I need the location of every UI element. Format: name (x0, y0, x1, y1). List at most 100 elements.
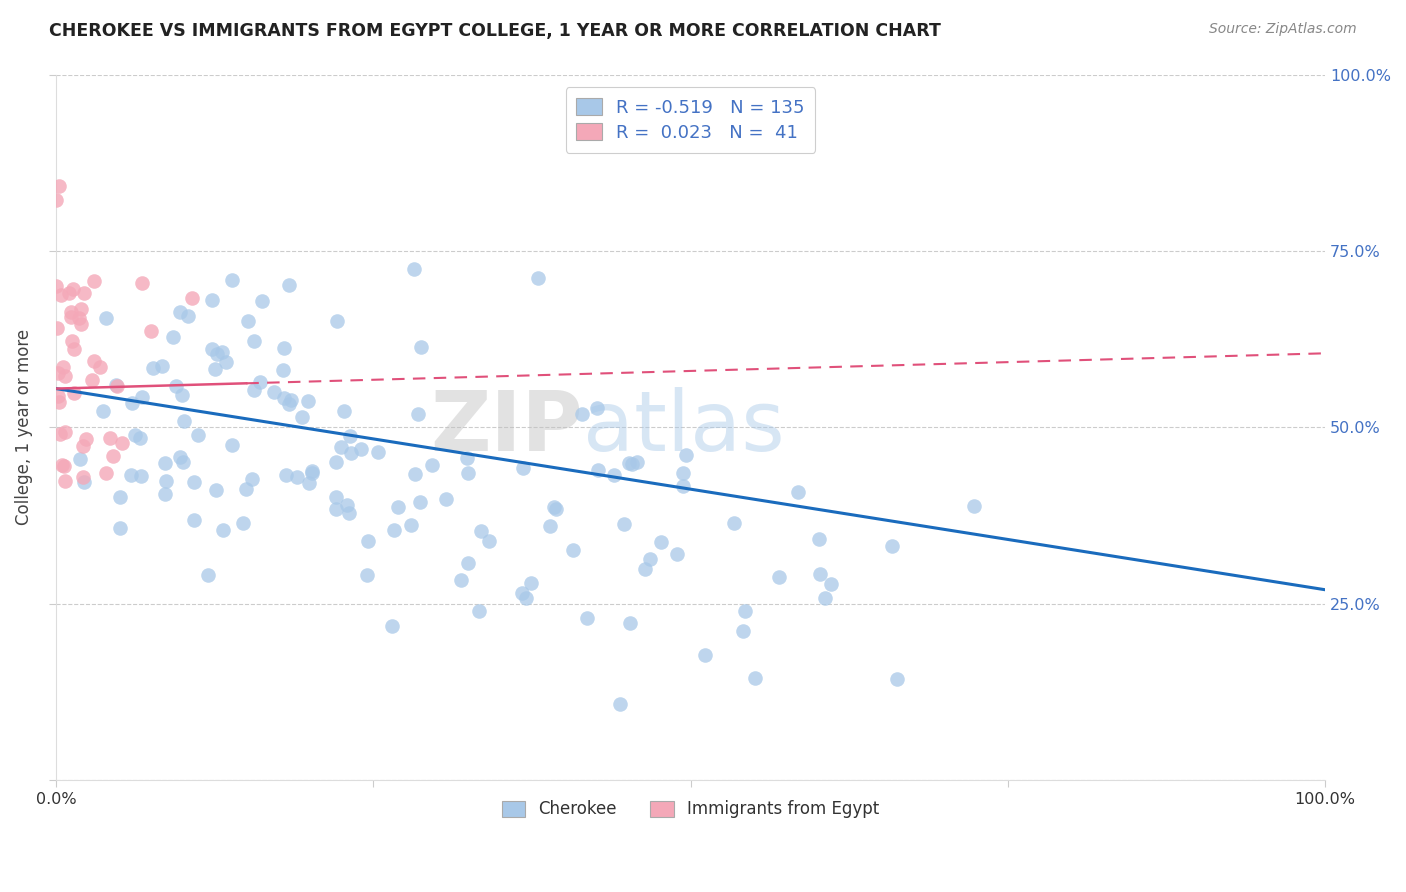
Point (382, 523, 405, 537)
Point (399, 517, 422, 532)
Point (181, 291, 204, 305)
Point (620, 458, 643, 472)
Point (544, 502, 567, 516)
Point (301, 464, 323, 478)
Point (53, 425, 76, 439)
Point (187, 428, 209, 442)
Point (129, 431, 152, 445)
Point (131, 276, 153, 290)
Y-axis label: College, 1 year or more: College, 1 year or more (15, 329, 32, 525)
Point (619, 615, 641, 630)
Point (169, 450, 191, 464)
Point (478, 534, 501, 549)
Point (603, 467, 626, 482)
Point (111, 436, 134, 450)
Point (80, 373, 103, 387)
Point (271, 363, 294, 377)
Point (672, 479, 695, 493)
Point (333, 403, 356, 417)
Point (104, 378, 127, 392)
Point (586, 463, 609, 477)
Point (457, 556, 479, 570)
Point (51, 458, 73, 472)
Point (60, 310, 83, 324)
Point (339, 429, 361, 443)
Point (273, 341, 295, 355)
Point (543, 500, 565, 515)
Point (75, 432, 97, 446)
Point (613, 516, 636, 531)
Point (221, 438, 243, 452)
Point (63, 342, 86, 356)
Point (723, 516, 745, 531)
Point (48, 179, 70, 194)
Point (170, 387, 193, 401)
Point (434, 491, 457, 506)
Point (285, 470, 308, 484)
Point (276, 467, 298, 482)
Point (381, 618, 404, 632)
Point (638, 552, 661, 566)
Point (470, 524, 492, 538)
Point (221, 273, 243, 287)
Point (340, 446, 363, 460)
Point (787, 485, 810, 500)
Point (183, 513, 205, 527)
Point (298, 476, 321, 491)
Point (330, 440, 353, 454)
Point (520, 575, 543, 590)
Point (205, 347, 228, 361)
Point (91, 403, 114, 417)
Point (153, 456, 176, 470)
Point (650, 535, 672, 549)
Text: Source: ZipAtlas.com: Source: ZipAtlas.com (1209, 22, 1357, 37)
Point (326, 314, 349, 328)
Point (197, 568, 219, 582)
Point (205, 483, 228, 497)
Text: ZIP: ZIP (430, 387, 582, 468)
Point (886, 672, 908, 686)
Point (155, 474, 177, 488)
Point (807, 532, 830, 546)
Point (456, 451, 478, 466)
Point (626, 455, 648, 469)
Point (325, 490, 347, 504)
Point (609, 697, 631, 711)
Point (510, 586, 533, 600)
Point (538, 519, 561, 533)
Legend: Cherokee, Immigrants from Egypt: Cherokee, Immigrants from Egypt (495, 794, 886, 825)
Point (45, 194, 67, 208)
Point (141, 324, 163, 338)
Point (63, 386, 86, 401)
Point (634, 562, 657, 576)
Point (155, 487, 177, 501)
Point (60, 334, 83, 348)
Point (169, 304, 191, 318)
Point (150, 359, 173, 373)
Point (101, 449, 124, 463)
Point (124, 428, 146, 442)
Point (527, 271, 550, 285)
Point (278, 397, 301, 411)
Point (250, 293, 273, 308)
Point (48, 395, 70, 409)
Point (177, 309, 200, 323)
Point (142, 360, 165, 375)
Point (339, 506, 361, 520)
Point (409, 340, 432, 354)
Point (212, 523, 235, 537)
Point (96, 467, 118, 481)
Point (571, 408, 593, 422)
Point (46, 389, 69, 403)
Point (238, 314, 260, 328)
Point (204, 362, 226, 376)
Point (515, 591, 537, 605)
Point (666, 547, 689, 561)
Text: atlas: atlas (582, 387, 785, 468)
Text: CHEROKEE VS IMMIGRANTS FROM EGYPT COLLEGE, 1 YEAR OR MORE CORRELATION CHART: CHEROKEE VS IMMIGRANTS FROM EGYPT COLLEG… (49, 22, 941, 40)
Point (249, 376, 271, 390)
Point (46, 366, 69, 380)
Point (69, 451, 91, 466)
Point (240, 472, 263, 486)
Point (98, 431, 121, 445)
